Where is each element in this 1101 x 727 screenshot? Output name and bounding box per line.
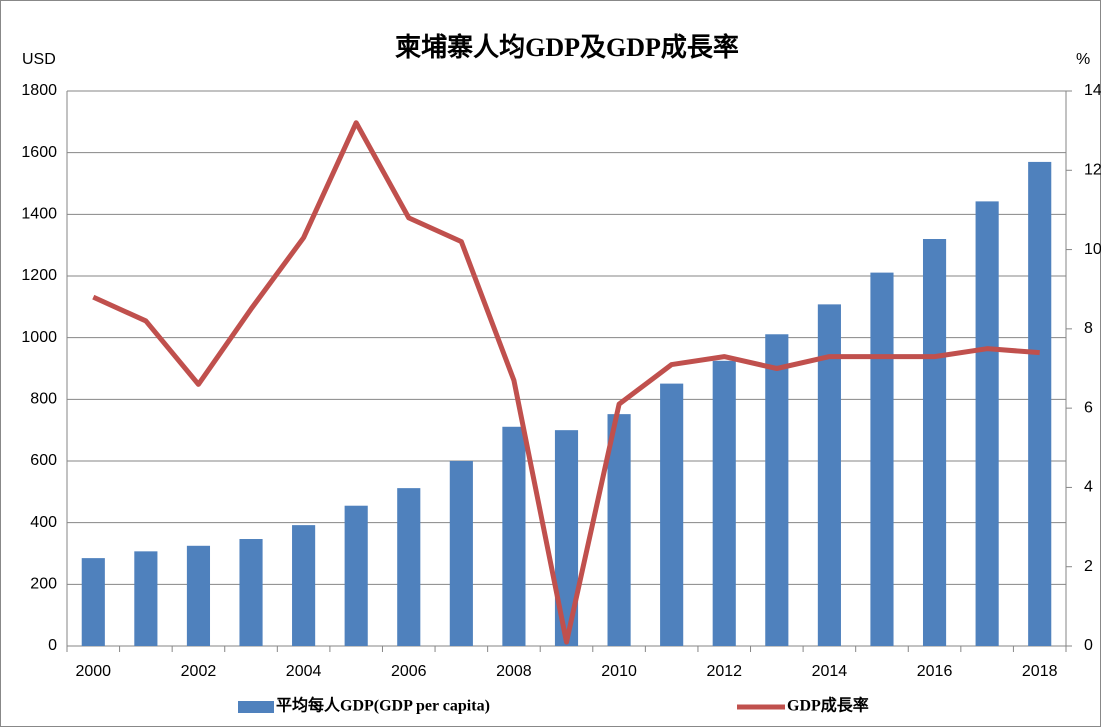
bar — [1028, 161, 1052, 646]
bar — [554, 430, 579, 646]
bar — [134, 551, 158, 646]
y2-tick-label: 0 — [1084, 637, 1093, 654]
bar — [239, 539, 263, 646]
bar — [292, 525, 316, 646]
x-tick-label: 2016 — [917, 663, 953, 680]
y-tick-label: 1600 — [21, 144, 57, 161]
x-tick-label: 2006 — [391, 663, 427, 680]
x-tick-label: 2018 — [1022, 663, 1058, 680]
bar — [660, 383, 684, 646]
y2-tick-label: 4 — [1084, 479, 1093, 496]
y-tick-label: 1000 — [21, 329, 57, 346]
x-tick-label: 2010 — [601, 663, 637, 680]
line-series — [92, 120, 1040, 645]
bar — [502, 426, 526, 646]
y-tick-label: 600 — [30, 452, 57, 469]
bar — [975, 201, 999, 646]
bar — [397, 488, 421, 646]
bar — [922, 239, 947, 646]
legend-swatch — [238, 701, 274, 713]
y2-tick-label: 2 — [1084, 558, 1093, 575]
y2-tick-label: 14 — [1084, 82, 1101, 99]
chart-title: 柬埔寨人均GDP及GDP成長率 — [395, 32, 739, 62]
y-tick-label: 400 — [30, 514, 57, 531]
bar — [344, 505, 368, 646]
legend-label: 平均每人GDP(GDP per capita) — [276, 696, 490, 715]
y2-tick-label: 8 — [1084, 320, 1093, 337]
x-tick-label: 2004 — [286, 663, 322, 680]
y-tick-label: 1200 — [21, 267, 57, 284]
bar — [607, 414, 631, 646]
bar — [186, 545, 211, 646]
x-tick-label: 2002 — [181, 663, 217, 680]
y2-axis-label: % — [1076, 51, 1090, 68]
y-tick-label: 1400 — [21, 206, 57, 223]
bar — [712, 360, 736, 646]
x-tick-label: 2000 — [75, 663, 111, 680]
y-tick-label: 1800 — [21, 82, 57, 99]
x-tick-label: 2014 — [812, 663, 848, 680]
bar — [817, 304, 841, 646]
x-tick-label: 2012 — [706, 663, 742, 680]
y2-tick-label: 10 — [1084, 241, 1101, 258]
bar — [765, 334, 789, 646]
bar — [870, 272, 894, 646]
y2-tick-label: 12 — [1084, 162, 1101, 179]
y2-tick-label: 6 — [1084, 399, 1093, 416]
y-tick-label: 0 — [48, 637, 57, 654]
bar — [81, 558, 105, 646]
legend-label: GDP成長率 — [787, 696, 869, 715]
y-axis-label: USD — [22, 51, 56, 68]
y-tick-label: 800 — [30, 391, 57, 408]
bar — [449, 461, 473, 646]
x-tick-label: 2008 — [496, 663, 532, 680]
y-tick-label: 200 — [30, 576, 57, 593]
